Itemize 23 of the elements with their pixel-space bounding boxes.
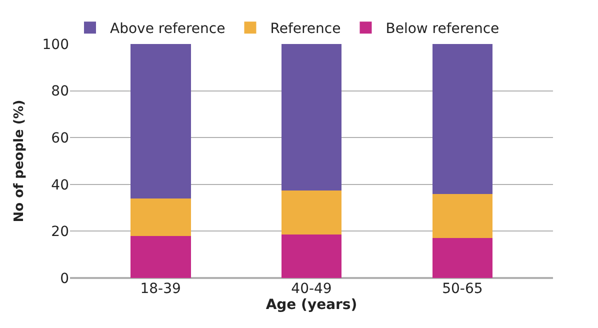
x-axis-title: Age (years) xyxy=(266,297,358,313)
x-tick-label: 40-49 xyxy=(291,281,332,297)
bar xyxy=(130,236,191,278)
bar xyxy=(130,198,191,236)
bar xyxy=(281,44,342,190)
legend-label: Reference xyxy=(270,21,341,38)
y-tick-label: 20 xyxy=(51,224,69,240)
y-axis-title: No of people (%) xyxy=(12,100,28,222)
y-tick-label: 60 xyxy=(51,130,69,146)
y-tick-label: 0 xyxy=(60,270,69,287)
bar xyxy=(432,194,493,238)
y-tick-label: 80 xyxy=(51,84,69,100)
legend-label: Below reference xyxy=(386,21,500,38)
bar xyxy=(432,44,493,194)
bar xyxy=(432,238,493,278)
x-tick-label: 50-65 xyxy=(442,281,483,297)
x-tick-label: 18-39 xyxy=(140,281,181,297)
bar xyxy=(130,44,191,198)
bar xyxy=(281,190,342,235)
y-tick-label: 40 xyxy=(51,177,69,194)
legend-label: Above reference xyxy=(110,21,226,38)
bar xyxy=(281,234,342,278)
y-tick-label: 100 xyxy=(42,36,69,53)
